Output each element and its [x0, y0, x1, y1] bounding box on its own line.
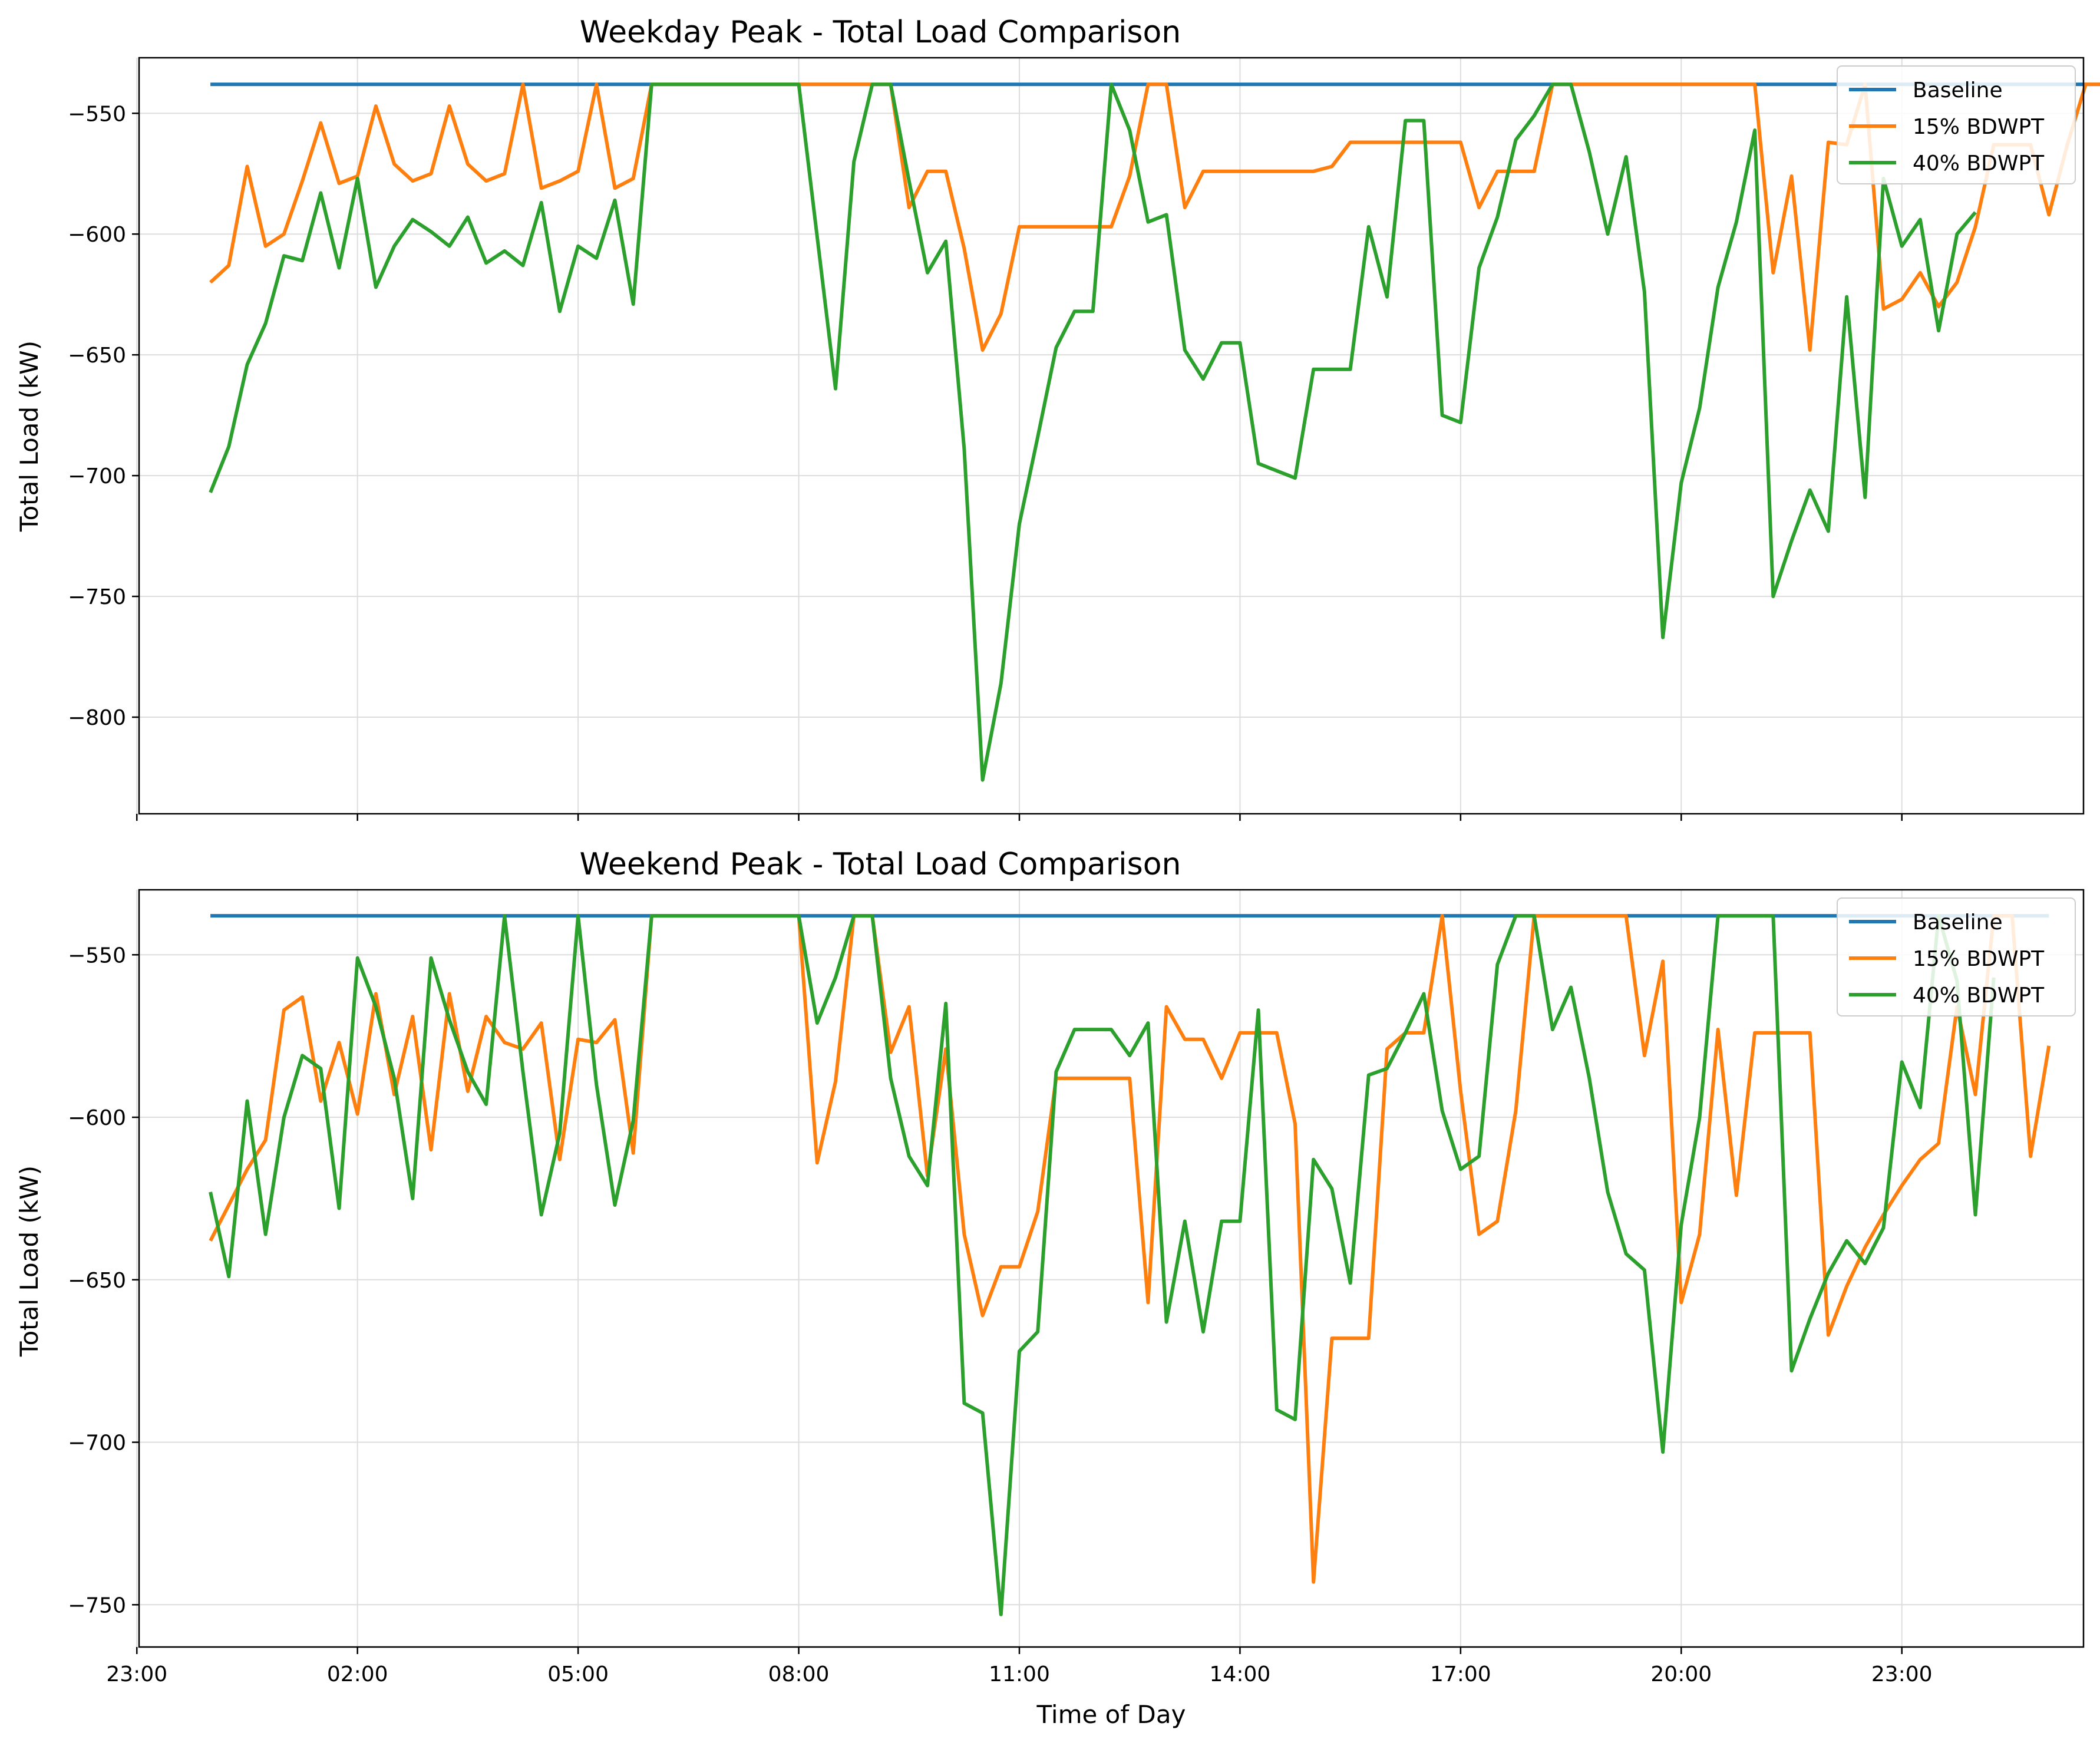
- series-line-bdwpt15: [209, 82, 2100, 352]
- y-tick-label: −750: [68, 1593, 126, 1618]
- x-axis-label: Time of Day: [1036, 1700, 1186, 1729]
- x-tick-label: 11:00: [989, 1662, 1050, 1686]
- legend-label: Baseline: [1913, 78, 2003, 103]
- weekday-panel: Weekday Peak - Total Load Comparison Tot…: [15, 15, 2100, 821]
- legend: Baseline 15% BDWPT 40% BDWPT: [1837, 65, 2076, 184]
- y-axis-label: Total Load (kW): [15, 1166, 44, 1357]
- legend-box: [1837, 897, 2076, 1016]
- x-tick-label: 17:00: [1430, 1662, 1491, 1686]
- y-tick-label: −600: [68, 223, 126, 247]
- y-tick-label: −550: [68, 102, 126, 126]
- chart-title: Weekday Peak - Total Load Comparison: [580, 15, 1181, 50]
- y-tick-label: −700: [68, 1431, 126, 1455]
- legend-label: 40% BDWPT: [1913, 983, 2045, 1008]
- x-tick-label: 23:00: [106, 1662, 167, 1686]
- weekend-panel: Weekend Peak - Total Load Comparison Tot…: [15, 847, 2085, 1729]
- x-tick-label: 23:00: [1871, 1662, 1933, 1686]
- x-tick-label: 05:00: [547, 1662, 609, 1686]
- x-tick-label: 02:00: [327, 1662, 388, 1686]
- y-axis-label: Total Load (kW): [15, 341, 44, 532]
- y-tick-label: −800: [68, 706, 126, 730]
- y-tick-label: −550: [68, 943, 126, 968]
- series-line-bdwpt15: [209, 914, 2051, 1584]
- y-tick-label: −750: [68, 585, 126, 609]
- legend-label: 40% BDWPT: [1913, 151, 2045, 176]
- x-tick-label: 14:00: [1210, 1662, 1271, 1686]
- y-tick-label: −600: [68, 1106, 126, 1130]
- x-tick-label: 08:00: [768, 1662, 830, 1686]
- x-tick-label: 20:00: [1650, 1662, 1712, 1686]
- plot-frame: [138, 889, 2085, 1648]
- legend-label: 15% BDWPT: [1913, 115, 2045, 139]
- y-tick-label: −700: [68, 464, 126, 489]
- legend-label: 15% BDWPT: [1913, 947, 2045, 971]
- legend: Baseline 15% BDWPT 40% BDWPT: [1837, 897, 2076, 1016]
- y-tick-label: −650: [68, 344, 126, 368]
- series-line-bdwpt40: [209, 914, 1996, 1616]
- y-tick-label: −650: [68, 1269, 126, 1293]
- chart-title: Weekend Peak - Total Load Comparison: [580, 847, 1181, 882]
- plot-frame: [138, 57, 2085, 815]
- legend-box: [1837, 65, 2076, 184]
- legend-label: Baseline: [1913, 910, 2003, 935]
- series-line-bdwpt40: [209, 82, 1977, 782]
